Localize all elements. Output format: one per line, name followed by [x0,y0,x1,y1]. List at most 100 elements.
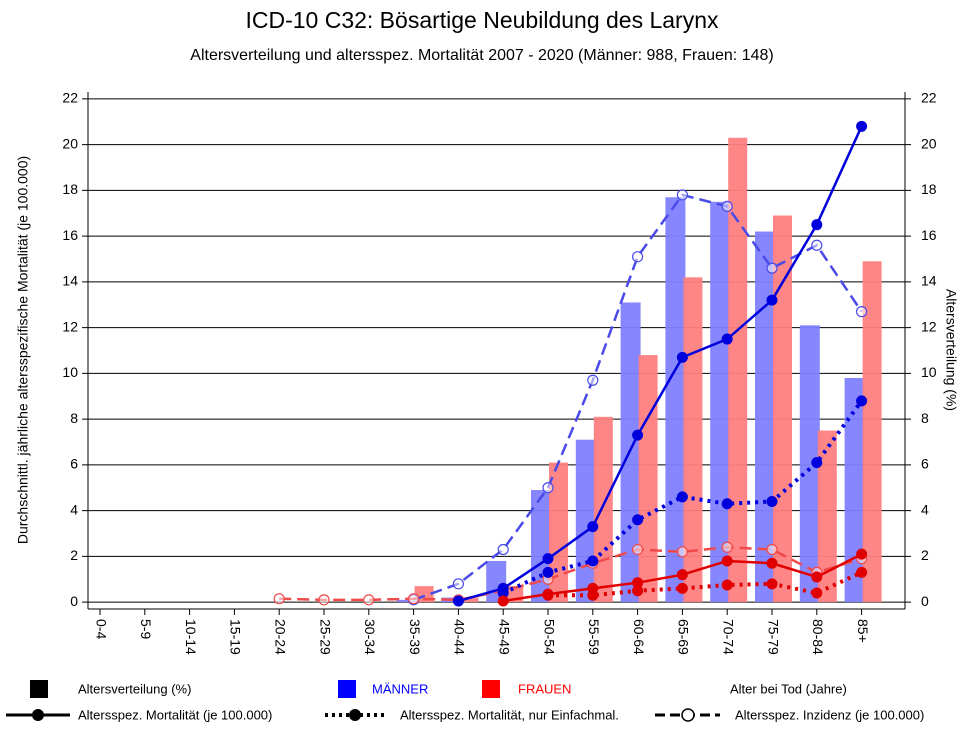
bar [773,215,792,603]
x-tick-label: 40-44 [452,619,468,655]
bar [620,302,641,603]
y-axis-label: Durchschnittl. jährliche altersspezifisc… [15,156,31,544]
marker [721,333,733,345]
bar [396,599,417,603]
marker [318,594,330,606]
x-tick-label: 20-24 [272,619,288,655]
marker [632,585,644,597]
y-tick-label: 6 [70,456,78,472]
bar [755,231,775,603]
marker [542,589,554,601]
legend-label: FRAUEN [518,681,571,696]
legend-marker [349,709,361,721]
marker [631,251,644,263]
x-tick-label: 85+ [855,619,871,643]
chart-subtitle: Altersverteilung und altersspez. Mortali… [190,47,773,64]
x-tick-label: 80-84 [810,619,826,655]
marker [676,546,689,558]
legend: Altersverteilung (%) MÄNNER FRAUEN Alter… [6,680,924,722]
marker [587,521,599,533]
y-tick-label: 22 [62,90,78,106]
marker [676,582,688,594]
bar [459,597,479,603]
y-tick-label: 4 [70,501,78,517]
marker [676,569,688,581]
marker [632,429,644,441]
y-tick-label: 14 [62,273,78,289]
marker [766,495,778,507]
marker [766,262,778,274]
marker [676,491,688,503]
y2-tick-label: 6 [921,456,929,472]
y2-tick-label: 12 [921,318,937,334]
marker [452,595,464,607]
y2-tick-label: 4 [921,501,929,517]
marker [497,595,509,607]
legend-label: MÄNNER [372,681,428,696]
bar [862,261,882,603]
marker [587,589,599,601]
y2-axis-label: Altersverteilung (%) [943,289,959,411]
marker [811,571,823,583]
marker [542,553,554,565]
bar [728,137,748,603]
marker [542,482,554,494]
marker [766,543,778,556]
y2-tick-label: 18 [921,181,937,197]
legend-label: Altersverteilung (%) [78,681,191,696]
x-tick-label: 25-29 [317,619,333,655]
marker [721,579,733,591]
y-tick-label: 0 [70,593,78,609]
bar [575,439,596,603]
y2-tick-label: 16 [921,227,937,243]
bar [817,430,837,603]
marker [721,541,733,553]
y2-tick-label: 10 [921,364,937,380]
marker [676,351,688,363]
y2-tick-label: 8 [921,410,929,426]
bar [844,377,865,603]
line [458,125,863,603]
x-tick-label: 15-19 [228,619,244,655]
bar [638,355,658,603]
marker [408,593,420,605]
y-tick-label: 8 [70,410,78,426]
bar [683,277,703,603]
legend-label: Altersspez. Inzidenz (je 100.000) [735,707,924,722]
x-tick-label: 5-9 [138,619,154,639]
marker [363,594,375,606]
chart-title: ICD-10 C32: Bösartige Neubildung des Lar… [245,7,719,33]
line [279,545,862,602]
x-tick-label: 10-14 [183,619,199,655]
y-tick-label: 20 [62,135,78,151]
marker [587,374,599,386]
y2-tick-label: 14 [921,273,937,289]
legend-swatch [482,680,500,698]
x-tick-label: 45-49 [496,619,512,655]
x-tick-label: 50-54 [541,619,557,655]
y2-tick-label: 0 [921,593,929,609]
legend-label: Altersspez. Mortalität, nur Einfachmal. [400,707,619,722]
plot-area: 0 2 4 6 8 10 12 14 16 18 20 22 0 2 4 6 8 10 12 14 16 18 20 22 0-… [62,90,936,655]
x-tick-label: 60-64 [631,619,647,655]
marker [273,593,285,605]
marker [811,219,823,231]
y2-tick-label: 22 [921,90,937,106]
y-tick-label: 16 [62,227,78,243]
marker [856,395,868,407]
marker [856,120,868,132]
marker [721,200,733,212]
marker [856,566,868,578]
marker [766,557,778,569]
x-axis-label: Alter bei Tod (Jahre) [730,681,847,696]
legend-marker [32,709,44,721]
marker [855,306,868,318]
bar [665,197,686,603]
marker [542,566,554,578]
x-tick-label: 70-74 [720,619,736,655]
x-tick-label: 30-34 [362,619,378,655]
y-tick-label: 2 [70,547,78,563]
x-tick-label: 35-39 [407,619,423,655]
marker [587,555,599,567]
